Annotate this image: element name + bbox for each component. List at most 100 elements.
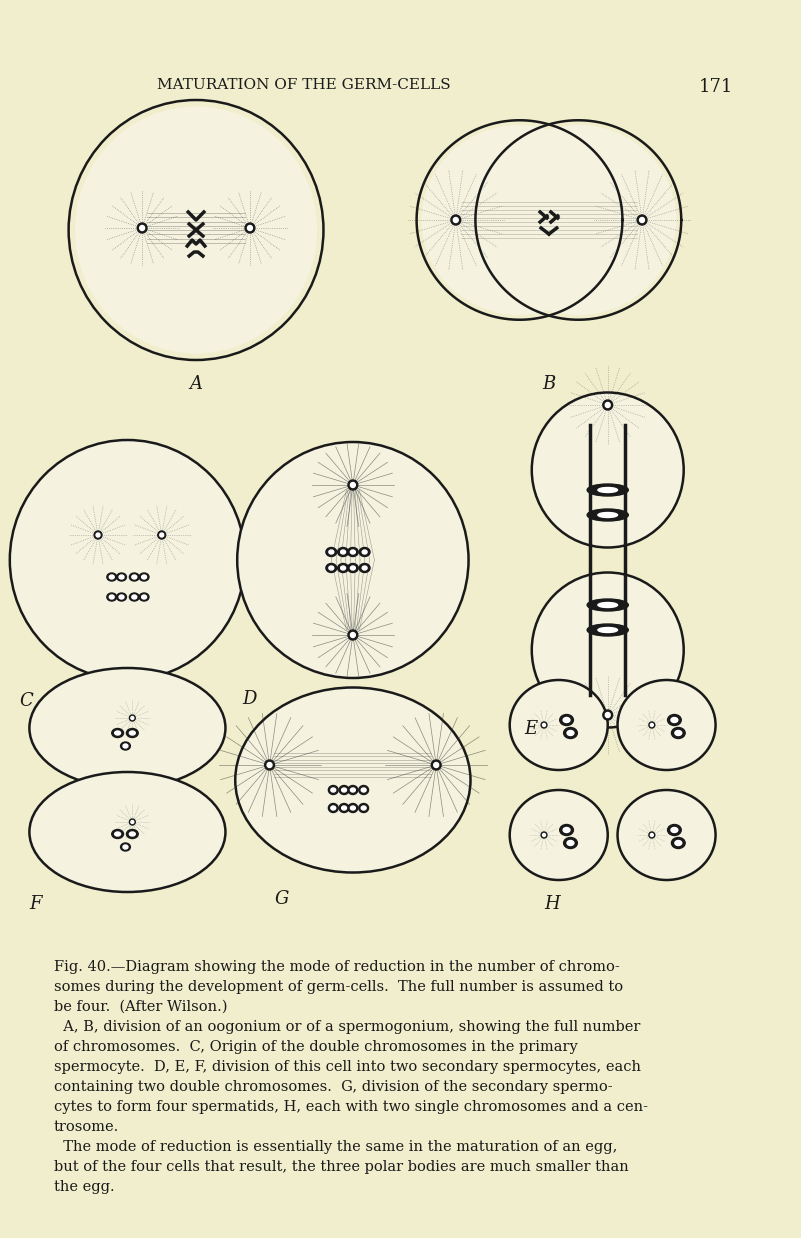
Ellipse shape (338, 563, 348, 572)
Ellipse shape (339, 785, 349, 795)
Ellipse shape (139, 573, 149, 581)
Ellipse shape (362, 550, 367, 553)
Ellipse shape (142, 595, 147, 599)
Ellipse shape (671, 837, 685, 848)
Text: B: B (542, 375, 556, 392)
Ellipse shape (339, 803, 349, 812)
Circle shape (649, 832, 654, 838)
Text: cytes to form four spermatids, H, each with two single chromosomes and a cen-: cytes to form four spermatids, H, each w… (54, 1101, 648, 1114)
Circle shape (434, 763, 439, 768)
Ellipse shape (331, 789, 336, 792)
Ellipse shape (132, 595, 137, 599)
Ellipse shape (329, 550, 334, 553)
Ellipse shape (671, 827, 678, 832)
Ellipse shape (618, 680, 715, 770)
Ellipse shape (587, 599, 628, 612)
Ellipse shape (532, 572, 684, 728)
Text: of chromosomes.  C, Origin of the double chromosomes in the primary: of chromosomes. C, Origin of the double … (54, 1040, 578, 1054)
Ellipse shape (361, 789, 366, 792)
Ellipse shape (361, 806, 366, 810)
Circle shape (10, 439, 245, 680)
Text: spermocyte.  D, E, F, division of this cell into two secondary spermocytes, each: spermocyte. D, E, F, division of this ce… (54, 1060, 641, 1075)
Circle shape (139, 225, 145, 230)
Ellipse shape (130, 730, 135, 735)
Ellipse shape (359, 563, 370, 572)
Ellipse shape (587, 484, 628, 496)
Ellipse shape (481, 125, 676, 314)
Ellipse shape (109, 595, 115, 599)
Ellipse shape (350, 789, 356, 792)
Ellipse shape (329, 566, 334, 569)
Text: the egg.: the egg. (54, 1180, 115, 1193)
Ellipse shape (348, 547, 358, 557)
Ellipse shape (142, 574, 147, 579)
Circle shape (453, 218, 458, 223)
Text: D: D (242, 690, 256, 708)
Ellipse shape (675, 730, 682, 735)
Circle shape (431, 760, 441, 770)
Ellipse shape (341, 789, 347, 792)
Ellipse shape (417, 120, 622, 319)
Ellipse shape (587, 624, 628, 636)
Ellipse shape (127, 829, 139, 838)
Circle shape (451, 215, 461, 225)
Ellipse shape (598, 603, 618, 608)
Ellipse shape (618, 790, 715, 880)
Ellipse shape (560, 714, 574, 725)
Ellipse shape (130, 593, 139, 600)
Ellipse shape (532, 392, 684, 547)
Ellipse shape (107, 573, 117, 581)
Text: MATURATION OF THE GERM-CELLS: MATURATION OF THE GERM-CELLS (157, 78, 451, 92)
Circle shape (158, 531, 166, 539)
Ellipse shape (328, 803, 338, 812)
Ellipse shape (117, 593, 127, 600)
Text: somes during the development of germ-cells.  The full number is assumed to: somes during the development of germ-cel… (54, 980, 623, 994)
Ellipse shape (671, 718, 678, 723)
Circle shape (350, 633, 356, 638)
Ellipse shape (509, 680, 608, 770)
Circle shape (131, 717, 134, 719)
Text: H: H (544, 895, 560, 912)
Ellipse shape (359, 803, 368, 812)
Ellipse shape (112, 829, 123, 838)
Ellipse shape (123, 846, 128, 849)
Circle shape (130, 820, 135, 825)
Circle shape (541, 832, 547, 838)
Ellipse shape (598, 628, 618, 633)
Ellipse shape (121, 742, 131, 750)
Ellipse shape (123, 744, 128, 748)
Ellipse shape (350, 566, 356, 569)
Text: 171: 171 (698, 78, 733, 97)
Ellipse shape (667, 714, 681, 725)
Circle shape (267, 763, 272, 768)
Circle shape (639, 218, 645, 223)
Ellipse shape (667, 825, 681, 836)
Circle shape (637, 215, 647, 225)
Circle shape (248, 225, 252, 230)
Ellipse shape (30, 669, 225, 789)
Circle shape (606, 713, 610, 718)
Circle shape (245, 223, 255, 233)
Ellipse shape (30, 773, 225, 893)
Circle shape (348, 630, 358, 640)
Ellipse shape (119, 595, 124, 599)
Circle shape (137, 223, 147, 233)
Circle shape (75, 106, 317, 354)
Ellipse shape (587, 509, 628, 521)
Ellipse shape (326, 547, 336, 557)
Circle shape (650, 833, 654, 837)
Ellipse shape (130, 832, 135, 836)
Text: C: C (19, 692, 34, 711)
Ellipse shape (119, 574, 124, 579)
Text: G: G (275, 890, 289, 907)
Ellipse shape (350, 806, 356, 810)
Circle shape (542, 723, 545, 727)
Text: F: F (30, 895, 42, 912)
Text: but of the four cells that result, the three polar bodies are much smaller than: but of the four cells that result, the t… (54, 1160, 629, 1174)
Text: be four.  (After Wilson.): be four. (After Wilson.) (54, 1000, 227, 1014)
Ellipse shape (362, 566, 367, 569)
Circle shape (264, 760, 275, 770)
Circle shape (94, 531, 102, 539)
Ellipse shape (109, 574, 115, 579)
Ellipse shape (359, 547, 370, 557)
